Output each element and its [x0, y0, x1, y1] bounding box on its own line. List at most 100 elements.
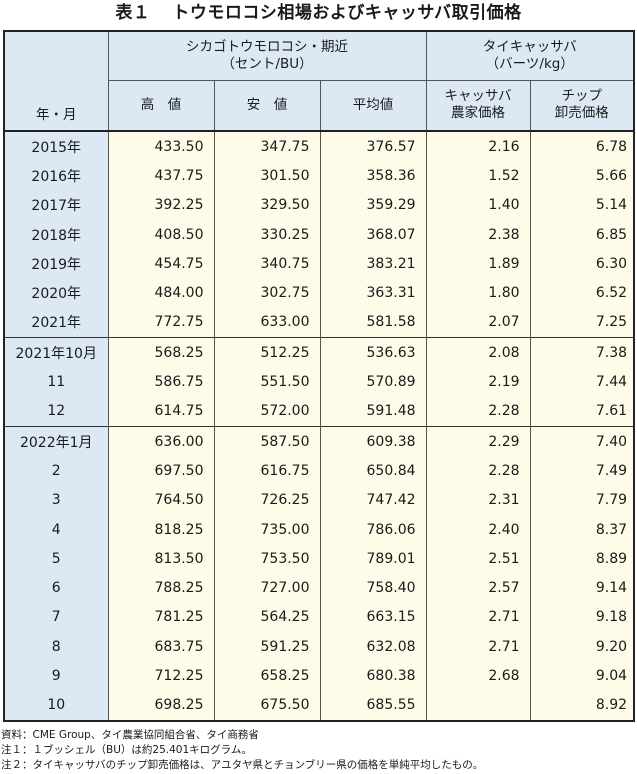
low-value: 616.75 [214, 456, 321, 486]
farm-price-value: 2.28 [426, 396, 531, 427]
chip-price-value: 7.25 [530, 307, 636, 338]
farm-price-value: 2.19 [426, 367, 531, 397]
avg-value: 376.57 [320, 131, 427, 162]
high-value: 433.50 [108, 131, 215, 162]
chip-price-value: 5.14 [530, 190, 636, 220]
farm-price-value: 2.38 [426, 219, 531, 250]
chip-price-value: 5.66 [530, 161, 636, 191]
chip-price-value: 6.85 [530, 219, 636, 250]
high-value: 392.25 [108, 190, 215, 220]
avg-value: 358.36 [320, 161, 427, 191]
avg-header: 平均値 [320, 80, 427, 132]
year-month-header-text: 年・月 [36, 107, 77, 123]
chip-price-value: 7.40 [530, 425, 636, 457]
row-label: 2019年 [3, 249, 109, 279]
high-value: 484.00 [108, 278, 215, 308]
chip-price-value: 6.78 [530, 131, 636, 162]
high-value: 764.50 [108, 485, 215, 515]
farm-price-value: 2.31 [426, 485, 531, 515]
low-value: 753.50 [214, 544, 321, 574]
chip-price-header-line2: 卸売価格 [554, 105, 609, 122]
table-row: 2021年10月 568.25 512.25 536.63 2.08 7.38 [3, 337, 636, 368]
row-label: 2015年 [3, 131, 109, 162]
chip-price-value: 9.04 [530, 661, 636, 691]
avg-value: 363.31 [320, 278, 427, 308]
table-row: 2016年 437.75 301.50 358.36 1.52 5.66 [3, 161, 636, 191]
row-label: 10 [3, 690, 109, 722]
avg-value: 786.06 [320, 514, 427, 545]
high-value: 788.25 [108, 573, 215, 603]
chip-price-value: 7.44 [530, 367, 636, 397]
high-value: 813.50 [108, 544, 215, 574]
high-header-text: 高 値 [140, 96, 182, 113]
table-row: 12 614.75 572.00 591.48 2.28 7.61 [3, 396, 636, 427]
high-value: 454.75 [108, 249, 215, 279]
low-value: 726.25 [214, 485, 321, 515]
low-value: 675.50 [214, 690, 321, 722]
farm-price-header-line2: 農家価格 [451, 105, 506, 122]
avg-value: 663.15 [320, 602, 427, 633]
low-value: 633.00 [214, 307, 321, 338]
high-header: 高 値 [108, 80, 215, 132]
row-label: 2022年1月 [3, 425, 109, 457]
high-value: 614.75 [108, 396, 215, 427]
table-row: 11 586.75 551.50 570.89 2.19 7.44 [3, 367, 636, 397]
chip-price-value: 8.89 [530, 544, 636, 574]
low-value: 587.50 [214, 425, 321, 457]
farm-price-value: 2.71 [426, 632, 531, 662]
note-1: 注１：１ブッシェル（BU）は約25.401キログラム。 [1, 744, 252, 756]
low-value: 551.50 [214, 367, 321, 397]
row-label: 7 [3, 602, 109, 633]
high-value: 568.25 [108, 337, 215, 368]
low-value: 591.25 [214, 632, 321, 662]
chip-price-value: 9.14 [530, 573, 636, 603]
row-label: 9 [3, 661, 109, 691]
price-table: 年・月 シカゴトウモロコシ・期近 （セント/BU） タイキャッサバ （バーツ/k… [3, 30, 636, 722]
low-value: 302.75 [214, 278, 321, 308]
high-value: 636.00 [108, 425, 215, 457]
row-label: 2016年 [3, 161, 109, 191]
farm-price-value [426, 690, 531, 722]
note-source: 資料：CME Group、タイ農業協同組合省、タイ商務省 [1, 729, 259, 741]
avg-value: 650.84 [320, 456, 427, 486]
high-value: 781.25 [108, 602, 215, 633]
farm-price-value: 2.40 [426, 514, 531, 545]
farm-price-value: 1.40 [426, 190, 531, 220]
high-value: 697.50 [108, 456, 215, 486]
avg-value: 581.58 [320, 307, 427, 338]
farm-price-value: 2.07 [426, 307, 531, 338]
farm-price-value: 2.08 [426, 337, 531, 368]
low-value: 727.00 [214, 573, 321, 603]
avg-value: 383.21 [320, 249, 427, 279]
avg-value: 536.63 [320, 337, 427, 368]
notes: 資料：CME Group、タイ農業協同組合省、タイ商務省 注１：１ブッシェル（B… [1, 728, 636, 773]
farm-price-value: 2.16 [426, 131, 531, 162]
table-row: 2020年 484.00 302.75 363.31 1.80 6.52 [3, 278, 636, 308]
chip-price-value: 8.37 [530, 514, 636, 545]
row-label: 11 [3, 367, 109, 397]
row-label: 2 [3, 456, 109, 486]
table-row: 2017年 392.25 329.50 359.29 1.40 5.14 [3, 190, 636, 220]
row-label: 3 [3, 485, 109, 515]
low-header-text: 安 値 [246, 96, 288, 113]
avg-value: 758.40 [320, 573, 427, 603]
row-label: 2021年10月 [3, 337, 109, 368]
row-label: 2018年 [3, 219, 109, 250]
low-value: 301.50 [214, 161, 321, 191]
table-row: 8 683.75 591.25 632.08 2.71 9.20 [3, 632, 636, 662]
farm-price-value: 1.80 [426, 278, 531, 308]
thai-cassava-unit: （バーツ/kg） [485, 55, 574, 72]
table-row: 5 813.50 753.50 789.01 2.51 8.89 [3, 544, 636, 574]
table-row: 10 698.25 675.50 685.55 8.92 [3, 690, 636, 722]
high-value: 408.50 [108, 219, 215, 250]
farm-price-value: 1.89 [426, 249, 531, 279]
low-header: 安 値 [214, 80, 321, 132]
low-value: 340.75 [214, 249, 321, 279]
avg-header-text: 平均値 [352, 96, 394, 113]
low-value: 330.25 [214, 219, 321, 250]
farm-price-value: 2.29 [426, 425, 531, 457]
farm-price-value: 2.68 [426, 661, 531, 691]
chip-price-value: 7.38 [530, 337, 636, 368]
low-value: 735.00 [214, 514, 321, 545]
